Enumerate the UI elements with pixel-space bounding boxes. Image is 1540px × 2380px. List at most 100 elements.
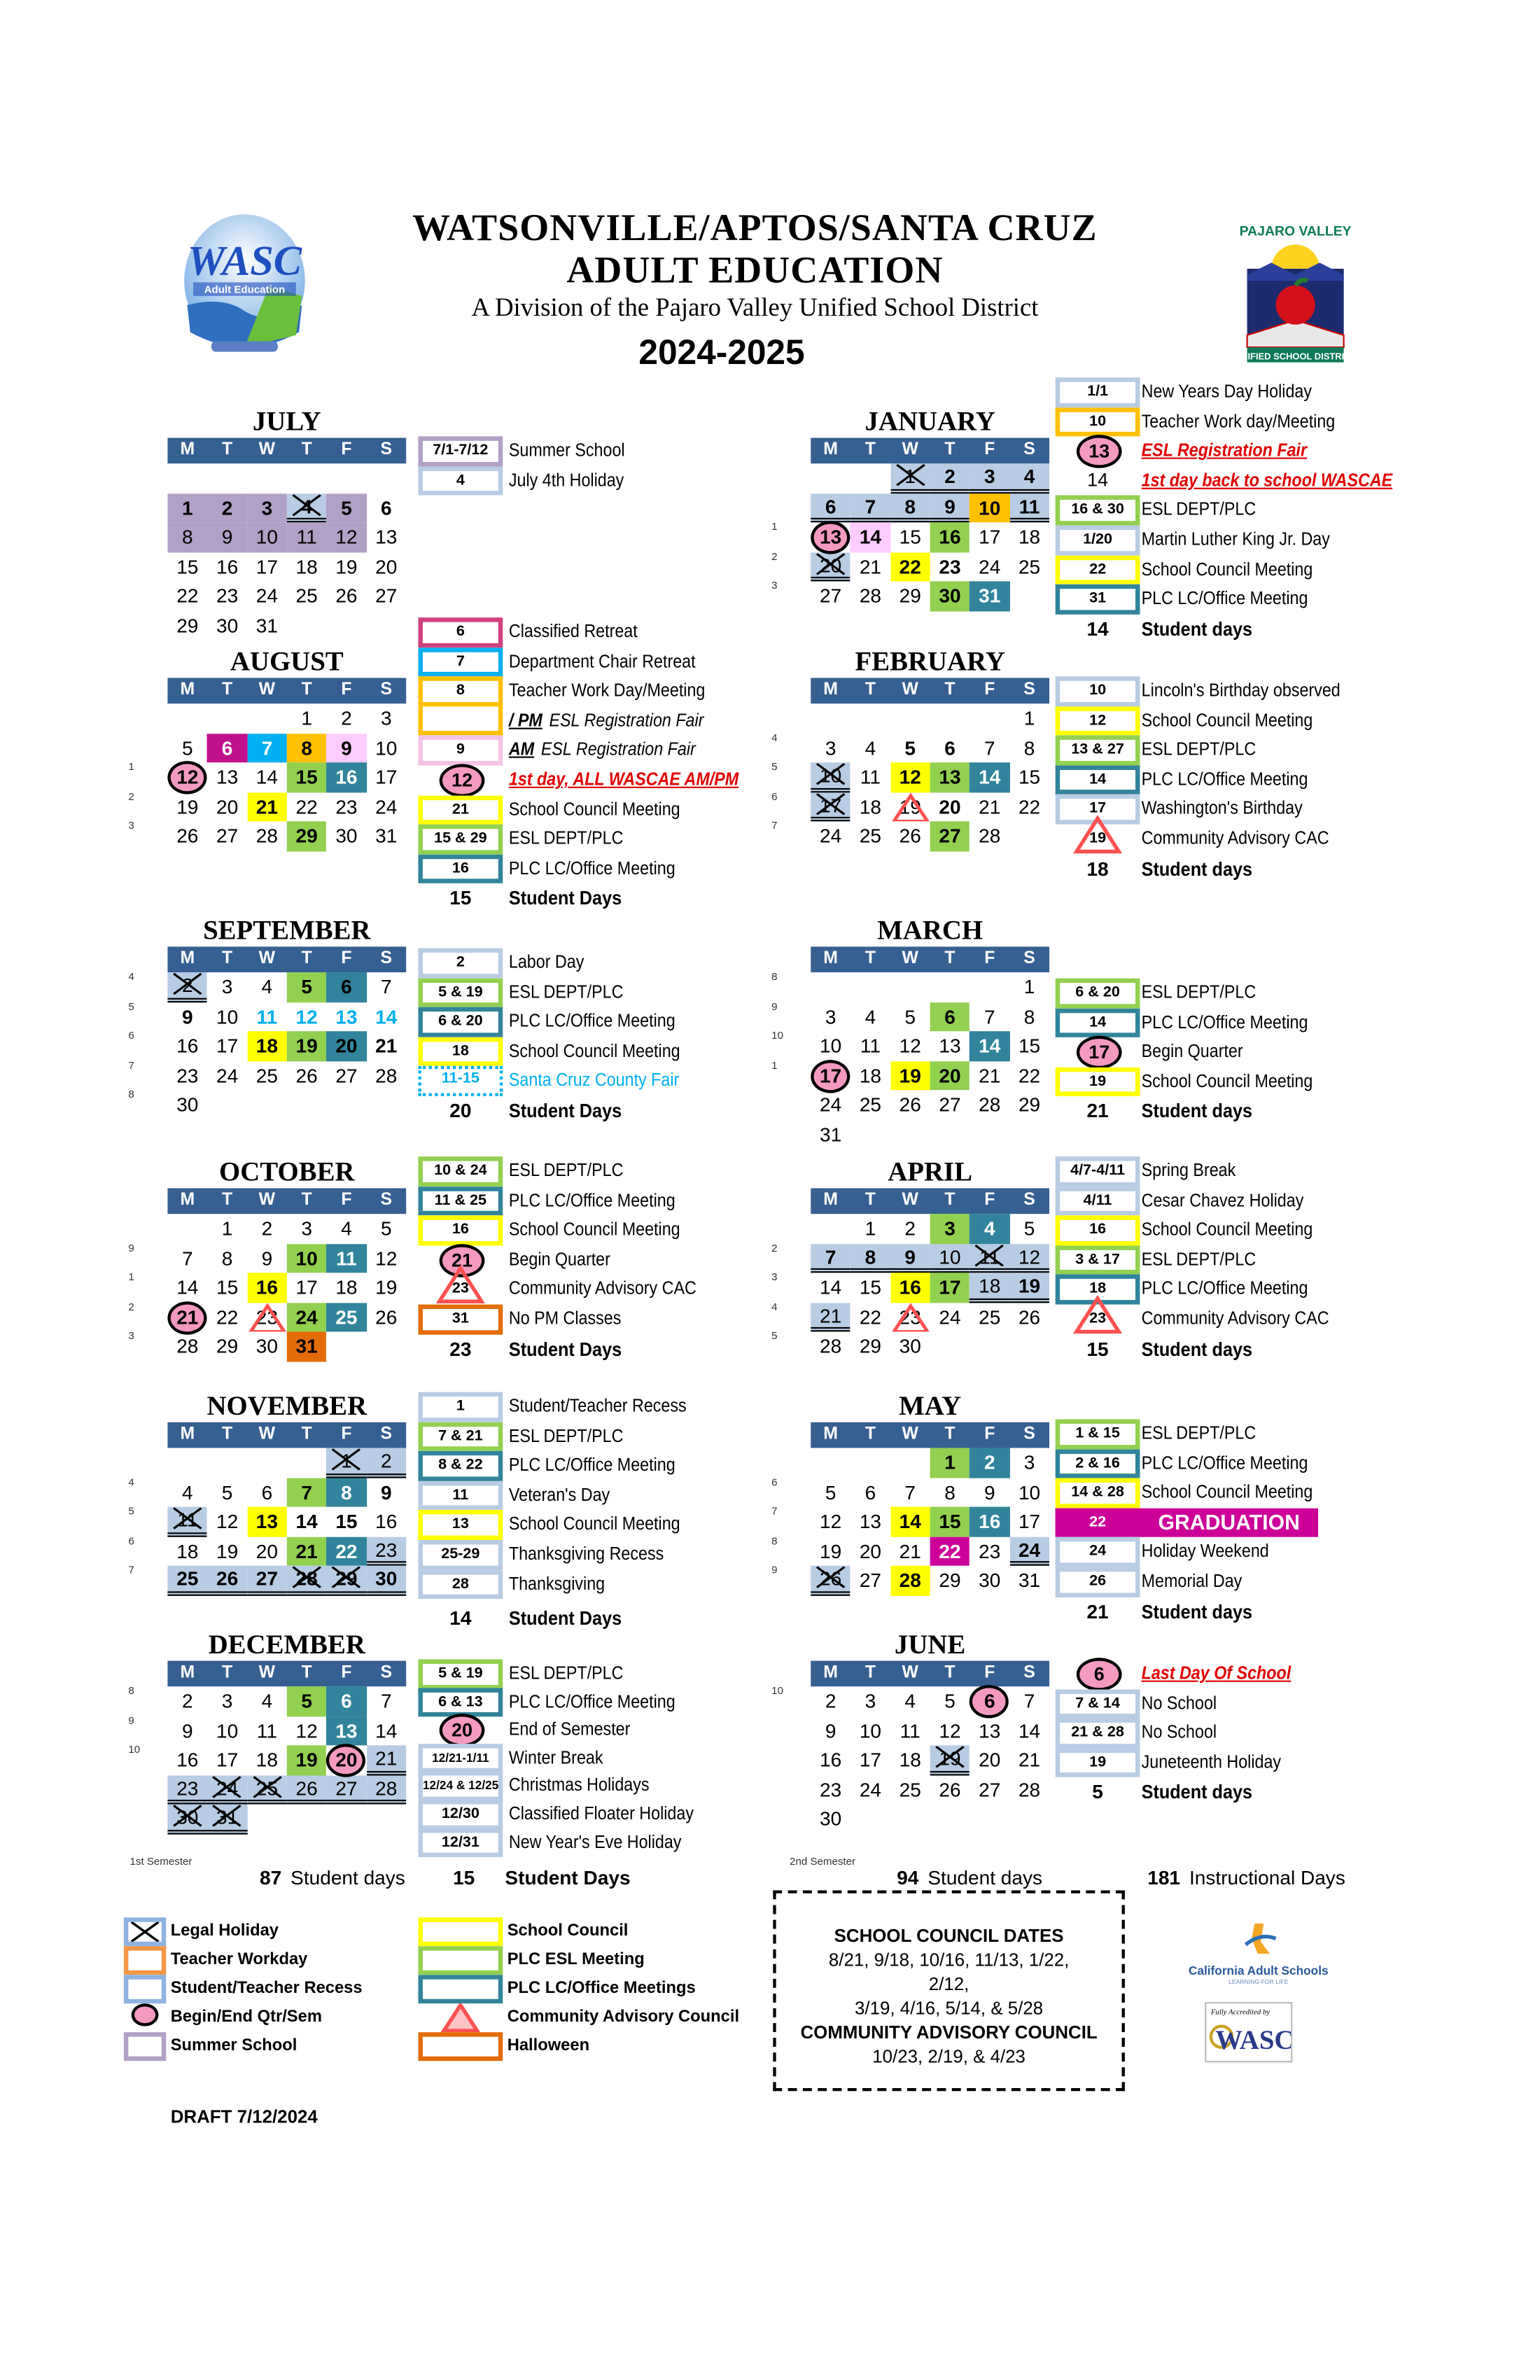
calendar-day: 5 (326, 493, 367, 523)
event-description: GRADUATION (1140, 1508, 1318, 1538)
weekday-label: T (221, 440, 233, 459)
day-number: 14 (820, 1275, 842, 1298)
event-text: ESL DEPT/PLC (508, 981, 624, 1002)
begin-end-circle-icon: 17 (1076, 1036, 1122, 1070)
day-number: 1 (341, 1449, 352, 1472)
day-number: 12 (375, 1246, 398, 1269)
day-number: 25 (255, 1776, 278, 1799)
event-text: ESL Registration Fair (1141, 440, 1308, 461)
weekday-label: T (221, 1425, 233, 1443)
day-number: 5 (825, 1480, 836, 1504)
day-number: 2 (261, 1217, 273, 1240)
calendar-day: 2 (930, 463, 970, 493)
day-number: 5 (301, 975, 312, 998)
calendar-day: 8 (1009, 1002, 1049, 1031)
weekday-label: T (944, 1663, 955, 1682)
event-description: PLC LC/Office Meeting (1142, 1008, 1308, 1037)
empty-day (366, 1804, 406, 1833)
day-number: 17 (295, 1275, 318, 1298)
event-description: Holiday Weekend (1142, 1538, 1269, 1567)
day-number: 10 (295, 1246, 318, 1269)
event-text: ESL Registration Fair (540, 738, 696, 760)
event-date-box: 11-15 (418, 1066, 503, 1096)
event-text: PLC LC/Office Meeting (1141, 1278, 1308, 1299)
event-text: Student Days (508, 1099, 622, 1122)
calendar-day: 8 (326, 1477, 367, 1507)
wasc-adult-education-logo: WASC Adult Education (178, 211, 312, 356)
calendar-day: 22 (326, 1536, 367, 1566)
day-number: 1 (864, 1217, 876, 1240)
day-number: 17 (216, 1034, 239, 1057)
week-row: 8 19 20 21 22 23 24 (771, 1536, 1049, 1566)
calendar-day: 30 (890, 1331, 930, 1361)
calendar-day: 1 (167, 493, 208, 523)
calendar-day: 2 (969, 1448, 1010, 1478)
day-number: 22 (335, 1539, 358, 1562)
calendar-day: 4 (1009, 463, 1049, 493)
calendar-day: 11 (286, 522, 327, 552)
empty-day (850, 463, 890, 493)
event-text: Teacher Work day/Meeting (1141, 410, 1336, 431)
day-number: 3 (864, 1689, 876, 1712)
day-number: 31 (375, 824, 398, 848)
weekday-label: F (984, 440, 995, 459)
day-number: 14 (255, 765, 278, 788)
event-date-box: 13 (418, 1510, 503, 1540)
event-description: School Council Meeting (509, 1037, 680, 1066)
calendar-day: 7 (366, 1686, 406, 1716)
weekday-label: S (1023, 1663, 1035, 1682)
day-number: 7 (301, 1480, 312, 1504)
calendar-day: 25 (246, 1774, 287, 1805)
day-number: 21 (979, 1063, 1001, 1086)
month-title: MARCH (877, 915, 983, 946)
legend-label: Begin/End Qtr/Sem (170, 2008, 322, 2026)
day-number: 31 (820, 1122, 842, 1146)
weekday-label: T (301, 949, 312, 968)
event-description: Labor Day (509, 948, 584, 978)
calendar-day: 11 (890, 1716, 930, 1745)
day-number: 11 (336, 1246, 357, 1269)
calendar-day: 30 (207, 610, 247, 640)
event-text: PLC LC/Office Meeting (1141, 768, 1308, 790)
calendar-day: 13 (246, 1506, 287, 1536)
weekday-label: T (221, 949, 233, 968)
day-number: 6 (221, 736, 233, 759)
event-description: 1st day back to school WASCAE (1142, 466, 1393, 496)
week-row: 1 2 3 4 5 (167, 1214, 406, 1243)
week-number: 9 (128, 1716, 134, 1727)
day-number: 30 (899, 1334, 921, 1358)
calendar-day: 9 (167, 1716, 207, 1745)
svg-text:WASC: WASC (1215, 2025, 1291, 2055)
day-number: 22 (899, 554, 921, 578)
empty-day (207, 704, 247, 733)
calendar-day: 4 (286, 493, 327, 523)
event-date: 23 (1089, 1310, 1107, 1327)
weekday-label: S (1023, 949, 1035, 968)
day-number: 19 (820, 1539, 842, 1562)
event-description: ESL DEPT/PLC (1142, 1245, 1256, 1275)
calendar-day: 17 (207, 1031, 247, 1060)
event-description: ESL DEPT/PLC (1142, 496, 1256, 525)
empty-day (167, 1448, 207, 1477)
calendar-day: 9 (167, 1002, 207, 1031)
event-description: Winter Break (509, 1744, 603, 1773)
calendar-day: 8 (890, 493, 930, 523)
day-number: 8 (221, 1246, 233, 1269)
calendar-day: 23 (247, 1302, 287, 1332)
empty-day (247, 1448, 287, 1477)
week-number: 10 (128, 1745, 141, 1756)
week-row: 1 2 3 (811, 1448, 1049, 1478)
event-description: PLC LC/Office Meeting (509, 1007, 676, 1037)
day-number: 23 (375, 1537, 398, 1561)
event-description: July 4th Holiday (509, 466, 624, 496)
calendar-day: 27 (246, 1565, 287, 1595)
week-row: 1 17 18 19 20 21 22 (771, 1059, 1049, 1093)
day-number: 24 (820, 824, 842, 848)
day-number: 24 (859, 1777, 882, 1801)
day-number: 9 (825, 1718, 836, 1742)
day-number: 25 (979, 1305, 1001, 1328)
event-text: School Council Meeting (508, 1219, 680, 1240)
empty-day (327, 1090, 367, 1119)
